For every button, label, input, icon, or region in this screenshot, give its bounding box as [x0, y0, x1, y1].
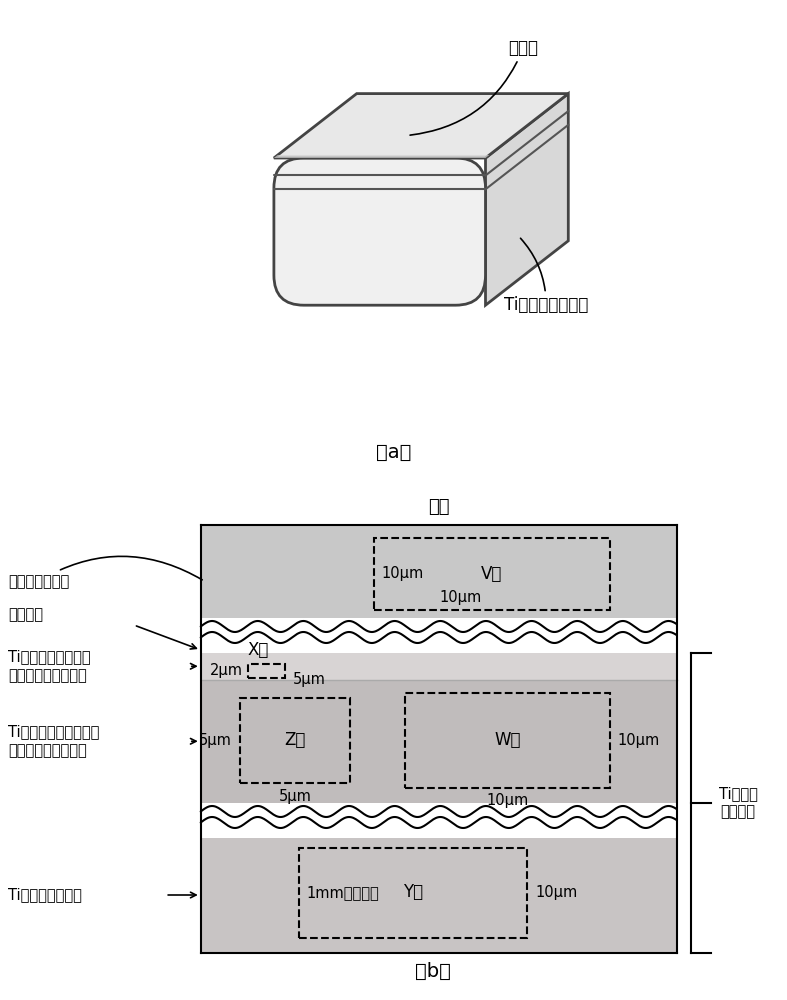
- Text: 1mm以上内部: 1mm以上内部: [307, 885, 379, 900]
- Bar: [374, 537, 610, 610]
- Polygon shape: [274, 155, 490, 158]
- Text: 熔射膜: 熔射膜: [410, 39, 538, 135]
- Text: 界面位置: 界面位置: [8, 607, 42, 622]
- Bar: [201, 525, 677, 617]
- Text: W值: W值: [494, 731, 521, 749]
- Polygon shape: [274, 94, 568, 158]
- Text: （b）: （b）: [415, 962, 451, 981]
- Text: （a）: （a）: [376, 443, 411, 462]
- Text: 5μm: 5μm: [293, 672, 326, 687]
- Text: 表面: 表面: [428, 498, 449, 516]
- Text: Ti基金属陶瓷表面附近
（结合相贫集区域）: Ti基金属陶瓷表面附近 （结合相贫集区域）: [8, 724, 99, 758]
- FancyBboxPatch shape: [274, 158, 486, 305]
- Text: Ti基金属
陶瓷基体: Ti基金属 陶瓷基体: [719, 786, 757, 819]
- Text: Z值: Z值: [284, 731, 306, 749]
- Text: 10μm: 10μm: [382, 566, 424, 581]
- Text: 10μm: 10μm: [439, 590, 482, 605]
- Text: 2μm: 2μm: [209, 663, 242, 678]
- Text: Ti基金属陶瓷基体: Ti基金属陶瓷基体: [504, 238, 588, 314]
- Text: Ti基金属陶瓷最外层
（结合相富集区域）: Ti基金属陶瓷最外层 （结合相富集区域）: [8, 649, 91, 683]
- Bar: [201, 680, 677, 802]
- Text: 硬质合金熔射膜: 硬质合金熔射膜: [8, 556, 202, 589]
- Text: 10μm: 10μm: [618, 732, 660, 748]
- Text: V值: V值: [481, 565, 503, 583]
- Text: 10μm: 10μm: [535, 885, 578, 900]
- Text: Ti基金属陶瓷内部: Ti基金属陶瓷内部: [8, 888, 82, 902]
- Text: 5μm: 5μm: [199, 732, 232, 748]
- Bar: [201, 617, 677, 652]
- Bar: [201, 838, 677, 952]
- Bar: [299, 848, 527, 938]
- Polygon shape: [486, 94, 568, 305]
- Bar: [201, 802, 677, 838]
- Text: 10μm: 10μm: [486, 794, 529, 808]
- Text: 5μm: 5μm: [279, 788, 312, 804]
- Text: X值: X值: [248, 642, 269, 660]
- Bar: [405, 692, 610, 788]
- Bar: [240, 698, 350, 782]
- Bar: [248, 664, 285, 678]
- Text: Y值: Y值: [403, 884, 423, 902]
- Bar: [201, 652, 677, 680]
